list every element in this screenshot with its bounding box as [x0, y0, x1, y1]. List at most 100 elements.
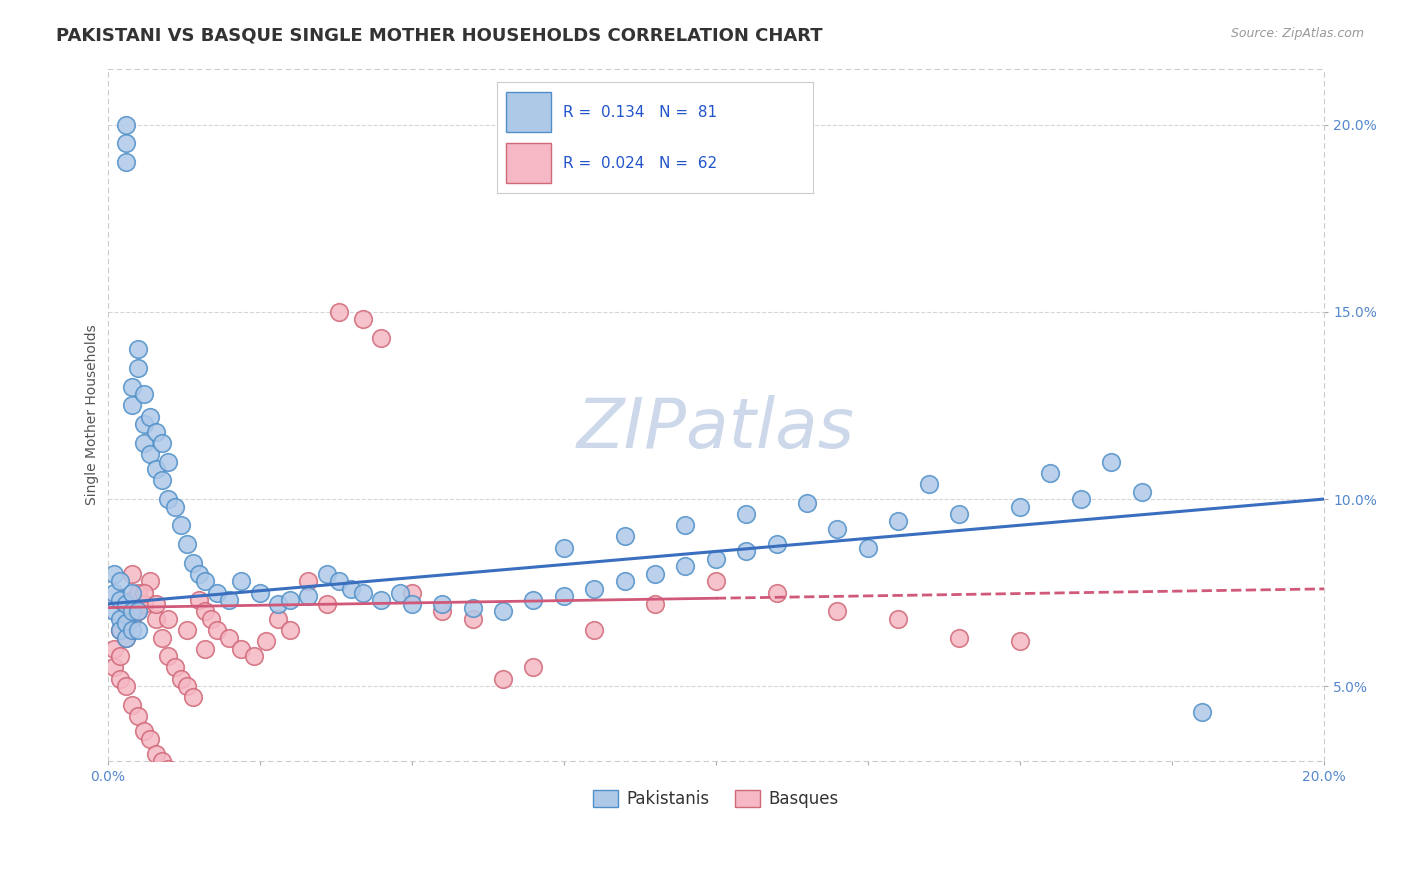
Point	[430, 597, 453, 611]
Point	[352, 312, 374, 326]
Point	[150, 631, 173, 645]
Point	[765, 537, 787, 551]
Point	[278, 623, 301, 637]
Point	[553, 590, 575, 604]
Point	[103, 604, 125, 618]
Point	[145, 425, 167, 439]
Point	[267, 612, 290, 626]
Point	[115, 615, 138, 630]
Point	[231, 574, 253, 589]
Point	[218, 593, 240, 607]
Point	[613, 529, 636, 543]
Point	[583, 623, 606, 637]
Point	[644, 597, 666, 611]
Point	[187, 566, 209, 581]
Point	[115, 597, 138, 611]
Point	[163, 500, 186, 514]
Point	[205, 623, 228, 637]
Point	[134, 387, 156, 401]
Point	[461, 600, 484, 615]
Text: ZIPatlas: ZIPatlas	[576, 395, 855, 462]
Point	[127, 604, 149, 618]
Point	[134, 435, 156, 450]
Point	[1039, 466, 1062, 480]
Y-axis label: Single Mother Households: Single Mother Households	[86, 325, 100, 505]
Point	[735, 507, 758, 521]
Point	[194, 641, 217, 656]
Point	[121, 585, 143, 599]
Point	[887, 612, 910, 626]
Point	[134, 585, 156, 599]
Point	[127, 361, 149, 376]
Point	[157, 762, 180, 776]
Point	[388, 585, 411, 599]
Point	[150, 435, 173, 450]
Point	[150, 473, 173, 487]
Point	[340, 582, 363, 596]
Point	[205, 585, 228, 599]
Point	[115, 631, 138, 645]
Point	[827, 522, 849, 536]
Point	[139, 731, 162, 746]
Point	[553, 541, 575, 555]
Point	[121, 566, 143, 581]
Point	[522, 660, 544, 674]
Point	[194, 574, 217, 589]
Point	[145, 597, 167, 611]
Point	[145, 462, 167, 476]
Point	[461, 612, 484, 626]
Point	[134, 417, 156, 432]
Point	[127, 623, 149, 637]
Point	[169, 672, 191, 686]
Point	[827, 604, 849, 618]
Point	[108, 623, 131, 637]
Point	[145, 612, 167, 626]
Point	[583, 582, 606, 596]
Point	[231, 641, 253, 656]
Point	[242, 649, 264, 664]
Point	[1008, 500, 1031, 514]
Point	[194, 604, 217, 618]
Point	[328, 574, 350, 589]
Point	[675, 559, 697, 574]
Point	[249, 585, 271, 599]
Point	[139, 447, 162, 461]
Point	[134, 724, 156, 739]
Point	[121, 698, 143, 712]
Point	[887, 515, 910, 529]
Point	[103, 641, 125, 656]
Point	[315, 566, 337, 581]
Point	[267, 597, 290, 611]
Point	[115, 604, 138, 618]
Point	[254, 634, 277, 648]
Point	[1070, 491, 1092, 506]
Point	[108, 612, 131, 626]
Point	[765, 585, 787, 599]
Point	[492, 672, 515, 686]
Point	[127, 343, 149, 357]
Text: PAKISTANI VS BASQUE SINGLE MOTHER HOUSEHOLDS CORRELATION CHART: PAKISTANI VS BASQUE SINGLE MOTHER HOUSEH…	[56, 27, 823, 45]
Point	[115, 631, 138, 645]
Point	[856, 541, 879, 555]
Text: Source: ZipAtlas.com: Source: ZipAtlas.com	[1230, 27, 1364, 40]
Point	[918, 477, 941, 491]
Point	[370, 593, 392, 607]
Point	[704, 552, 727, 566]
Point	[200, 612, 222, 626]
Point	[948, 631, 970, 645]
Point	[157, 491, 180, 506]
Point	[115, 118, 138, 132]
Point	[150, 754, 173, 768]
Point	[121, 399, 143, 413]
Point	[1099, 454, 1122, 468]
Point	[218, 631, 240, 645]
Point	[1008, 634, 1031, 648]
Point	[103, 566, 125, 581]
Point	[103, 660, 125, 674]
Point	[1191, 706, 1213, 720]
Point	[134, 597, 156, 611]
Point	[139, 574, 162, 589]
Point	[121, 612, 143, 626]
Point	[145, 747, 167, 761]
Point	[704, 574, 727, 589]
